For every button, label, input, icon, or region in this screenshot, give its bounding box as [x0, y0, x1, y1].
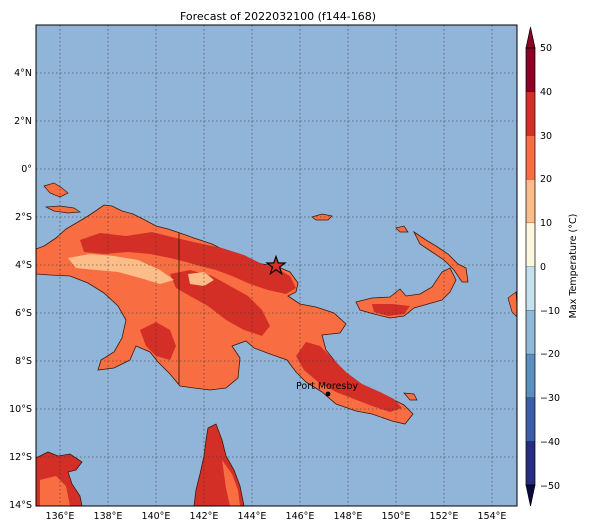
star-icon [265, 254, 287, 276]
arnhem-land-warm [40, 476, 70, 506]
gridlines [36, 25, 517, 506]
colorbar-bottom-arrow [525, 484, 536, 507]
colorbar-top-arrow [525, 26, 536, 49]
lon-label: 152°E [430, 511, 459, 522]
lat-label: 8°S [15, 356, 32, 367]
island-biak [311, 213, 333, 221]
colorbar-band [526, 48, 535, 92]
lon-label: 140°E [142, 511, 171, 522]
colorbar-tick: −10 [540, 306, 560, 317]
lon-label: 146°E [286, 511, 315, 522]
central-hot-zone [170, 270, 270, 336]
colorbar-tick: 40 [540, 87, 552, 98]
city-dot-icon [325, 391, 331, 397]
colorbar-band [526, 222, 535, 267]
south-coast-hot-zone [296, 342, 402, 412]
lat-label: 0° [21, 164, 32, 175]
mountain-cool-band [68, 254, 174, 284]
colorbar-band [526, 91, 535, 136]
island-bougainville [507, 291, 517, 318]
colorbar-band [526, 397, 535, 442]
lat-labels: 4°N 2°N 0° 2°S 4°S 6°S 8°S 10°S 12°S 14°… [9, 68, 32, 511]
colorbar-tick: 30 [540, 131, 552, 142]
lon-label: 148°E [334, 511, 363, 522]
city-label: Port Moresby [296, 381, 358, 392]
island-louisiade [403, 392, 418, 401]
colorbar-tick: −40 [540, 437, 560, 448]
lat-label: 2°N [14, 116, 32, 127]
colorbar-frame [525, 47, 536, 486]
lon-labels: 136°E 138°E 140°E 142°E 144°E 146°E 148°… [46, 511, 507, 522]
lon-label: 138°E [94, 511, 123, 522]
colorbar-tick: 20 [540, 174, 552, 185]
colorbar: 50 40 30 20 10 0 −10 −20 −30 −40 −50 Max… [525, 26, 579, 507]
lat-label: 2°S [15, 212, 32, 223]
map-title: Forecast of 2022032100 (f144-168) [180, 10, 376, 23]
colorbar-tick: −20 [540, 349, 560, 360]
colorbar-band [526, 179, 535, 223]
map-frame [35, 24, 518, 507]
colorbar-band [526, 353, 535, 398]
lat-label: 4°S [15, 260, 32, 271]
lon-label: 150°E [382, 511, 411, 522]
colorbar-bands [526, 47, 535, 485]
lon-label: 154°E [478, 511, 507, 522]
island-waigeo [43, 182, 69, 198]
colorbar-tick: −30 [540, 393, 560, 404]
island-manus [395, 225, 409, 233]
lat-label: 10°S [9, 404, 32, 415]
lon-label: 136°E [46, 511, 75, 522]
colorbar-band [526, 266, 535, 311]
lon-label: 144°E [238, 511, 267, 522]
cape-york-warm [222, 460, 240, 506]
southwest-hot-zone [140, 322, 176, 360]
lat-label: 12°S [9, 452, 32, 463]
colorbar-tick: −50 [540, 481, 560, 492]
lat-label: 6°S [15, 308, 32, 319]
colorbar-band [526, 441, 535, 485]
highland-hot-zone [80, 232, 296, 294]
mountain-cool-band-east [188, 272, 214, 286]
colorbar-tick: 50 [540, 43, 552, 54]
island-new-ireland [412, 230, 469, 283]
colorbar-tick: 0 [540, 262, 546, 273]
colorbar-tick: 10 [540, 218, 552, 229]
lat-label: 14°S [9, 500, 32, 511]
lon-label: 142°E [190, 511, 219, 522]
lat-label: 4°N [14, 68, 32, 79]
colorbar-band [526, 135, 535, 180]
colorbar-band [526, 310, 535, 354]
colorbar-label: Max Temperature (°C) [568, 214, 579, 319]
